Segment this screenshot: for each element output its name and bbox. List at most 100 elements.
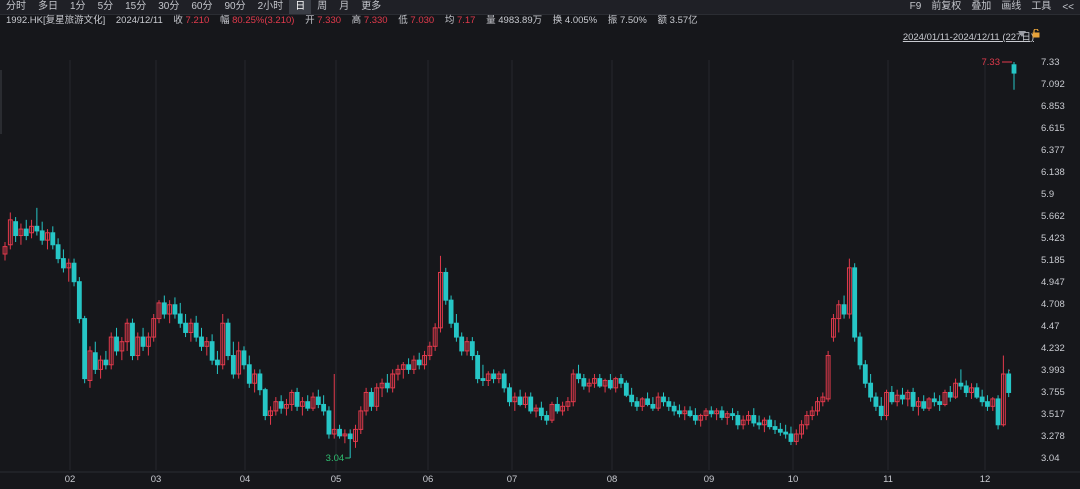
y-tick-label: 6.138 xyxy=(1041,167,1065,178)
candle-body xyxy=(724,413,730,418)
candle-body xyxy=(570,373,576,403)
y-tick-label: 4.708 xyxy=(1041,299,1065,310)
candle-body xyxy=(50,232,56,246)
candlestick-chart[interactable]: 7.33 3.04 7.33 7.092 6.853 6.615 6.377 6.138 5.… xyxy=(0,40,1080,489)
period-tab[interactable]: 月 xyxy=(339,1,350,12)
candle-body xyxy=(602,379,608,387)
close-label: 收 xyxy=(173,15,183,26)
candle-body xyxy=(746,415,751,421)
candle-body xyxy=(199,336,204,347)
y-tick-label: 3.755 xyxy=(1041,387,1065,398)
candle-body xyxy=(66,262,72,269)
period-tab[interactable]: 1分 xyxy=(70,1,86,12)
candle-body xyxy=(252,373,258,384)
period-tab[interactable]: 日 xyxy=(289,0,312,14)
candle-body xyxy=(501,373,507,389)
y-tick-label: 5.9 xyxy=(1041,189,1054,200)
candle-body xyxy=(549,403,555,421)
amount-label: 额 xyxy=(657,15,668,26)
tool-menu-item[interactable]: F9 xyxy=(909,1,922,12)
candle-body xyxy=(730,413,735,417)
x-tick-label: 09 xyxy=(704,474,715,485)
candle-body xyxy=(326,410,332,435)
period-tab[interactable]: 90分 xyxy=(224,1,246,12)
candle-body xyxy=(262,389,268,417)
candle-body xyxy=(464,341,470,352)
period-tab[interactable]: 30分 xyxy=(158,1,180,12)
candle-body xyxy=(565,401,571,407)
quote-date: 2024/12/11 xyxy=(115,15,163,26)
candle-body xyxy=(995,398,1001,426)
candle-body xyxy=(2,246,8,255)
lock-icon[interactable] xyxy=(1032,29,1040,38)
period-tab[interactable]: 5分 xyxy=(97,1,114,12)
period-tab[interactable]: 60分 xyxy=(191,1,213,12)
candle-body xyxy=(618,378,624,384)
tool-menu-item[interactable]: 画线 xyxy=(1001,1,1022,12)
candle-body xyxy=(985,401,990,407)
candle-body xyxy=(671,405,677,412)
candle-body xyxy=(411,359,417,370)
tool-menu-item[interactable]: 叠加 xyxy=(971,1,992,12)
candle-body xyxy=(23,228,29,237)
y-tick-label: 6.377 xyxy=(1041,145,1065,156)
candle-body xyxy=(958,382,964,387)
candle-body xyxy=(7,219,13,246)
candle-body xyxy=(215,359,220,366)
low-value: 7.030 xyxy=(410,15,435,26)
y-tick-label: 3.517 xyxy=(1041,409,1065,420)
candle-body xyxy=(76,281,82,320)
candle-body xyxy=(369,391,374,407)
candle-body xyxy=(268,410,273,417)
candle-body xyxy=(130,322,135,357)
candle-body xyxy=(321,403,327,412)
candle-body xyxy=(29,225,34,234)
period-tab[interactable]: 2小时 xyxy=(257,1,284,12)
candle-body xyxy=(512,396,518,403)
x-tick-label: 07 xyxy=(507,474,518,485)
candle-body xyxy=(937,401,943,405)
candle-body xyxy=(379,382,385,389)
candle-body xyxy=(337,428,342,437)
candle-body xyxy=(400,364,406,370)
period-tab[interactable]: 15分 xyxy=(125,1,147,12)
candle-body xyxy=(576,373,581,380)
candle-body xyxy=(735,415,741,426)
candle-body xyxy=(884,391,889,417)
candle-body xyxy=(751,415,757,424)
candle-body xyxy=(257,373,263,391)
date-range-selector[interactable]: 2024/01/11-2024/12/11 (227日) xyxy=(902,32,1034,43)
period-tab[interactable]: 分时 xyxy=(6,1,26,12)
tool-menu-item[interactable]: 前复权 xyxy=(931,1,962,12)
candle-body xyxy=(777,428,783,433)
tool-menu-item[interactable]: 工具 xyxy=(1031,1,1052,12)
candle-body xyxy=(926,398,932,409)
panel-edge xyxy=(0,70,2,134)
candle-body xyxy=(878,405,884,417)
collapse-panel-button[interactable]: << xyxy=(1062,1,1074,13)
candle-body xyxy=(140,336,146,347)
candle-body xyxy=(783,431,789,435)
candle-body xyxy=(87,350,93,381)
candle-body xyxy=(453,322,459,338)
period-tab[interactable]: 更多 xyxy=(361,1,382,12)
period-tab[interactable]: 周 xyxy=(317,1,328,12)
candle-body xyxy=(353,428,358,442)
y-tick-label: 7.092 xyxy=(1041,79,1065,90)
period-tabs: 分时 多日 1分 5分 15分 30分 60分 90分 2小时日周月更多 xyxy=(0,0,387,14)
candle-body xyxy=(889,391,895,403)
dropdown-caret-icon[interactable] xyxy=(1018,31,1026,37)
candle-body xyxy=(124,322,130,343)
candle-body xyxy=(305,401,311,409)
candle-body xyxy=(358,410,364,430)
price-markers: 7.33 3.04 xyxy=(326,57,1012,464)
candle-body xyxy=(687,410,693,417)
candle-body xyxy=(868,382,874,398)
candle-body xyxy=(857,336,863,366)
candle-body xyxy=(597,378,603,387)
candle-body xyxy=(767,419,773,428)
x-tick-label: 04 xyxy=(240,474,251,485)
candle-body xyxy=(554,403,560,412)
period-tab[interactable]: 多日 xyxy=(38,1,58,12)
candle-body xyxy=(761,419,767,426)
